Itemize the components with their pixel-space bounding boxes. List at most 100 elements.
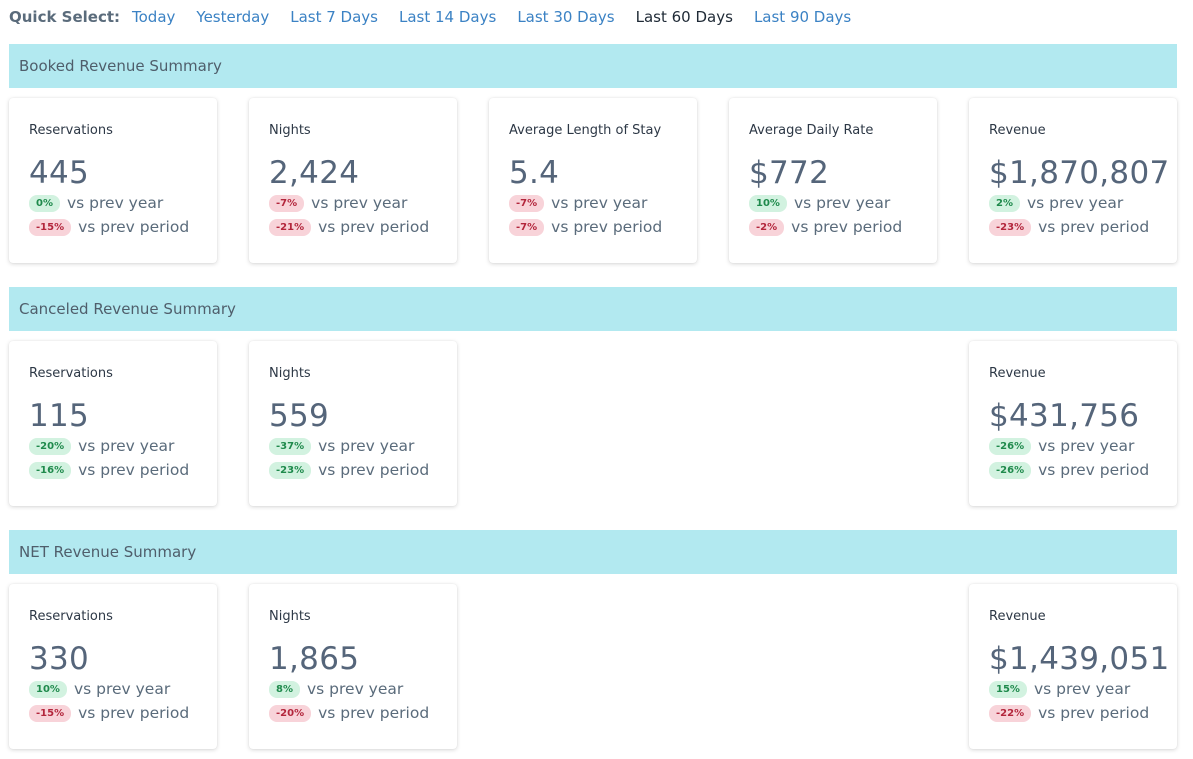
quick-select-last-14-days[interactable]: Last 14 Days [399, 8, 497, 26]
vs-prev-period: -22% vs prev period [989, 701, 1157, 725]
vs-prev-year: -7% vs prev year [509, 191, 677, 215]
booked-reservations-card: Reservations 445 0% vs prev year -15% vs p… [9, 98, 217, 263]
net-nights-card: Nights 1,865 8% vs prev year -20% vs prev … [249, 584, 457, 749]
vs-prev-year: 10% vs prev year [749, 191, 917, 215]
vs-prev-period-label: vs prev period [78, 218, 190, 236]
quick-select-last-7-days[interactable]: Last 7 Days [290, 8, 378, 26]
canceled-nights-card: Nights 559 -37% vs prev year -23% vs prev … [249, 341, 457, 506]
vs-prev-period: -2% vs prev period [749, 215, 917, 239]
vs-prev-period-label: vs prev period [791, 218, 903, 236]
vs-prev-year-label: vs prev year [1026, 194, 1124, 212]
card-title: Average Length of Stay [509, 123, 662, 138]
change-badge: 10% [749, 194, 787, 212]
change-badge: -22% [989, 704, 1032, 722]
booked-avg-length-of-stay-card: Average Length of Stay 5.4 -7% vs prev ye… [489, 98, 697, 263]
quick-select-label: Quick Select: [9, 8, 121, 26]
card-title: Reservations [29, 366, 113, 381]
card-title: Revenue [989, 123, 1046, 138]
vs-prev-period: -23% vs prev period [989, 215, 1157, 239]
card-value: $772 [749, 155, 830, 191]
booked-section-header: Booked Revenue Summary [9, 44, 1177, 88]
vs-prev-period-label: vs prev period [1038, 218, 1150, 236]
change-badge: 10% [29, 680, 67, 698]
card-title: Nights [269, 123, 311, 138]
change-badge: -7% [509, 194, 545, 212]
vs-prev-year-label: vs prev year [1038, 437, 1135, 455]
vs-prev-year: 10% vs prev year [29, 677, 197, 701]
vs-prev-year-label: vs prev year [73, 680, 171, 698]
vs-prev-year-label: vs prev year [318, 437, 415, 455]
vs-prev-year-label: vs prev year [78, 437, 175, 455]
booked-avg-daily-rate-card: Average Daily Rate $772 10% vs prev year … [729, 98, 937, 263]
vs-prev-period-label: vs prev period [1038, 704, 1150, 722]
vs-prev-year: 15% vs prev year [989, 677, 1157, 701]
change-badge: 15% [989, 680, 1027, 698]
vs-prev-year-label: vs prev year [793, 194, 891, 212]
vs-prev-period: -15% vs prev period [29, 215, 197, 239]
vs-prev-period-label: vs prev period [318, 218, 430, 236]
vs-prev-year-label: vs prev year [551, 194, 648, 212]
booked-nights-card: Nights 2,424 -7% vs prev year -21% vs prev… [249, 98, 457, 263]
card-value: 5.4 [509, 155, 560, 191]
vs-prev-period: -7% vs prev period [509, 215, 677, 239]
vs-prev-year: 0% vs prev year [29, 191, 197, 215]
vs-prev-period-label: vs prev period [318, 461, 430, 479]
vs-prev-period: -21% vs prev period [269, 215, 437, 239]
quick-select: Quick Select: Today Yesterday Last 7 Day… [9, 6, 872, 28]
card-value: $1,870,807 [989, 155, 1170, 191]
card-value: 115 [29, 398, 90, 434]
card-value: 1,865 [269, 641, 360, 677]
vs-prev-period-label: vs prev period [1038, 461, 1150, 479]
card-title: Reservations [29, 123, 113, 138]
quick-select-today[interactable]: Today [132, 8, 176, 26]
vs-prev-year-label: vs prev year [311, 194, 408, 212]
vs-prev-period: -15% vs prev period [29, 701, 197, 725]
change-badge: 0% [29, 194, 60, 212]
card-title: Revenue [989, 366, 1046, 381]
change-badge: -2% [749, 218, 785, 236]
quick-select-last-60-days[interactable]: Last 60 Days [635, 8, 733, 26]
change-badge: -26% [989, 437, 1032, 455]
change-badge: -7% [509, 218, 545, 236]
vs-prev-period-label: vs prev period [318, 704, 430, 722]
card-value: 445 [29, 155, 90, 191]
change-badge: -26% [989, 461, 1032, 479]
quick-select-yesterday[interactable]: Yesterday [196, 8, 270, 26]
change-badge: -16% [29, 461, 72, 479]
vs-prev-year: 2% vs prev year [989, 191, 1157, 215]
vs-prev-period-label: vs prev period [78, 461, 190, 479]
change-badge: -23% [989, 218, 1032, 236]
change-badge: 2% [989, 194, 1020, 212]
quick-select-last-90-days[interactable]: Last 90 Days [753, 8, 852, 26]
card-title: Nights [269, 366, 311, 381]
vs-prev-period-label: vs prev period [551, 218, 663, 236]
quick-select-last-30-days[interactable]: Last 30 Days [517, 8, 615, 26]
card-value: 559 [269, 398, 330, 434]
canceled-reservations-card: Reservations 115 -20% vs prev year -16% vs… [9, 341, 217, 506]
canceled-revenue-card: Revenue $431,756 -26% vs prev year -26% vs… [969, 341, 1177, 506]
card-value: 330 [29, 641, 90, 677]
vs-prev-year: -37% vs prev year [269, 434, 437, 458]
vs-prev-period: -16% vs prev period [29, 458, 197, 482]
card-title: Revenue [989, 609, 1046, 624]
change-badge: 8% [269, 680, 300, 698]
net-revenue-card: Revenue $1,439,051 15% vs prev year -22% v… [969, 584, 1177, 749]
card-title: Reservations [29, 609, 113, 624]
change-badge: -15% [29, 218, 72, 236]
card-value: 2,424 [269, 155, 360, 191]
vs-prev-period: -23% vs prev period [269, 458, 437, 482]
change-badge: -20% [29, 437, 72, 455]
vs-prev-year: 8% vs prev year [269, 677, 437, 701]
change-badge: -23% [269, 461, 312, 479]
card-title: Nights [269, 609, 311, 624]
booked-revenue-card: Revenue $1,870,807 2% vs prev year -23% vs… [969, 98, 1177, 263]
vs-prev-year-label: vs prev year [306, 680, 404, 698]
change-badge: -37% [269, 437, 312, 455]
change-badge: -21% [269, 218, 312, 236]
change-badge: -15% [29, 704, 72, 722]
vs-prev-year-label: vs prev year [1033, 680, 1131, 698]
vs-prev-year: -26% vs prev year [989, 434, 1157, 458]
vs-prev-year: -20% vs prev year [29, 434, 197, 458]
net-section-header: NET Revenue Summary [9, 530, 1177, 574]
change-badge: -7% [269, 194, 305, 212]
